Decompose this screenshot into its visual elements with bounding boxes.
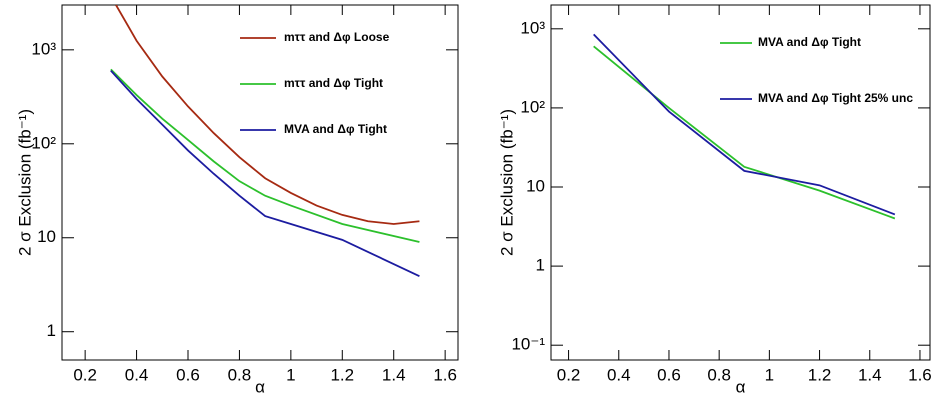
plot-lines — [110, 5, 420, 277]
legend-label: MVA and Δφ Tight — [284, 122, 387, 136]
y-tick-label: 10² — [520, 97, 545, 116]
y-tick-label: 1 — [47, 321, 56, 340]
chart-panel: 0.2 0.4 0.6 0.8 1 1.2 1.4 1.6 1 10 10² 10³ α 2 σ Excl… — [15, 4, 459, 396]
x-tick-label: 1 — [286, 365, 295, 384]
x-tick-label: 1.2 — [808, 365, 832, 384]
y-tick-label: 1 — [536, 256, 545, 275]
x-tick-label: 0.8 — [707, 365, 731, 384]
y-tick-label: 10 — [526, 176, 545, 195]
x-tick-label: 0.6 — [657, 365, 681, 384]
x-tick-label: 1.4 — [382, 365, 406, 384]
series-line — [593, 45, 896, 220]
series-line — [110, 70, 420, 277]
x-tick-label: 1.6 — [433, 365, 457, 384]
y-axis-label: 2 σ Exclusion (fb⁻¹) — [15, 109, 34, 256]
plot-frame — [550, 4, 931, 361]
x-tick-label: 0.8 — [228, 365, 252, 384]
x-tick-label: 1.6 — [908, 365, 932, 384]
y-tick-label: 10³ — [520, 18, 545, 37]
y-tick-label: 10³ — [31, 39, 56, 58]
x-tick-label: 0.4 — [125, 365, 149, 384]
series-line — [110, 68, 420, 243]
x-tick-label: 0.2 — [557, 365, 581, 384]
plot-lines — [593, 33, 896, 220]
x-tick-label: 0.2 — [73, 365, 97, 384]
y-tick-label: 10² — [31, 133, 56, 152]
x-tick-label: 1.2 — [330, 365, 354, 384]
x-tick-label: 0.6 — [176, 365, 200, 384]
x-axis-label: α — [736, 377, 746, 396]
plot-frame — [61, 4, 459, 361]
legend-label: mττ and Δφ Tight — [284, 76, 383, 90]
y-tick-label: 10⁻¹ — [511, 335, 545, 354]
x-axis-label: α — [255, 377, 265, 396]
chart-panel: 0.2 0.4 0.6 0.8 1 1.2 1.4 1.6 10⁻¹ 1 10 10² 10³ α 2 σ … — [497, 4, 932, 396]
y-axis-label: 2 σ Exclusion (fb⁻¹) — [497, 109, 516, 256]
x-tick-label: 1 — [765, 365, 774, 384]
series-line — [593, 33, 896, 216]
legend-label: MVA and Δφ Tight 25% unc — [758, 91, 913, 105]
series-line — [115, 5, 420, 225]
x-tick-label: 1.4 — [858, 365, 882, 384]
y-tick-label: 10 — [37, 227, 56, 246]
legend-label: mττ and Δφ Loose — [284, 30, 390, 44]
legend-label: MVA and Δφ Tight — [758, 35, 861, 49]
x-tick-label: 0.4 — [607, 365, 631, 384]
